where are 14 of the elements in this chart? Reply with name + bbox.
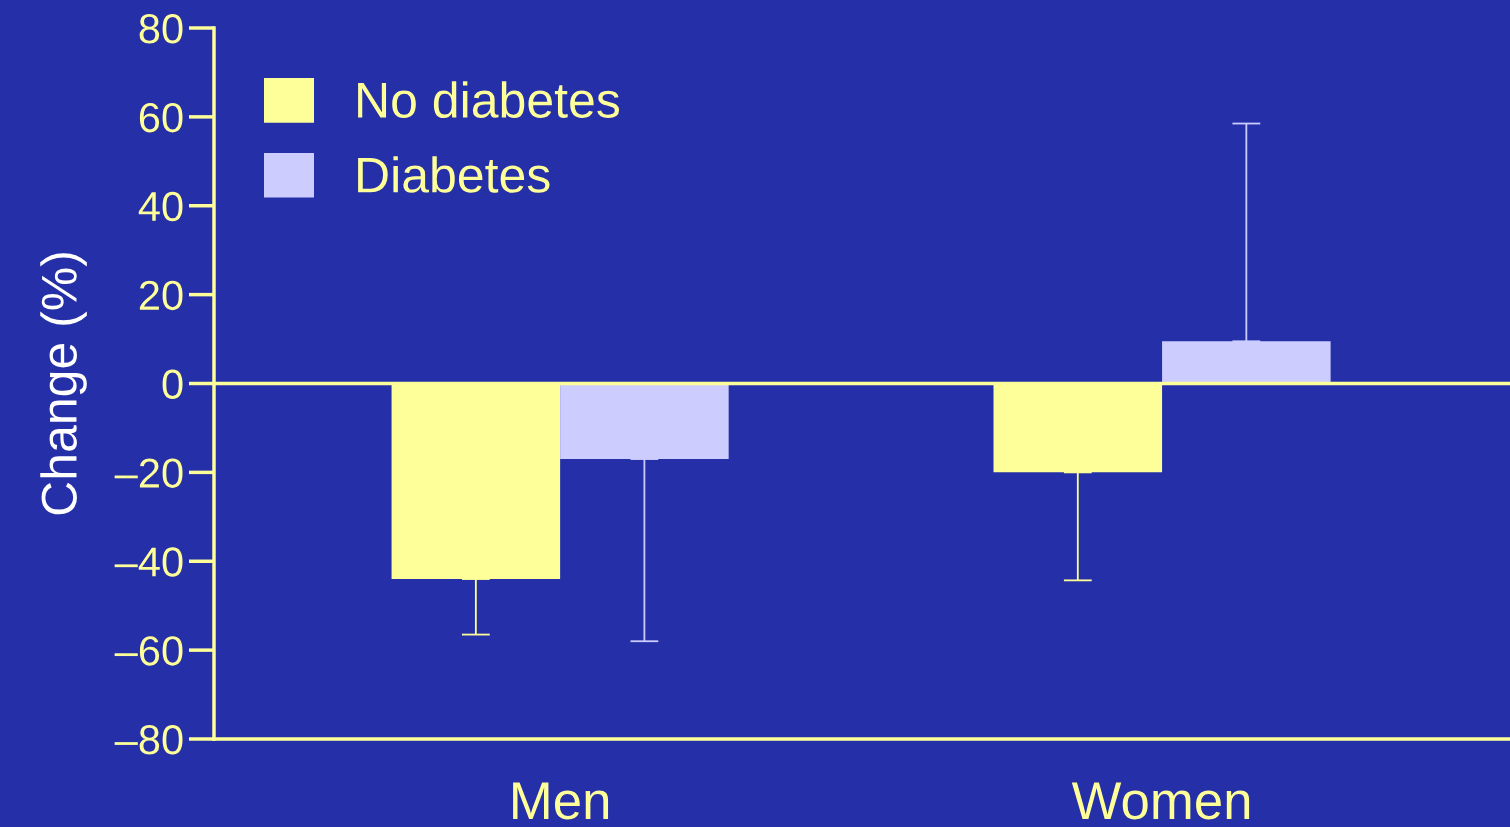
x-tick-label: Women — [1071, 782, 1250, 820]
legend-label: Diabetes — [358, 156, 550, 193]
y-tick-label: –20 — [114, 458, 183, 488]
x-tick-label: Men — [513, 782, 609, 820]
y-tick-label: –80 — [114, 725, 183, 755]
y-tick-label: 40 — [138, 191, 183, 222]
y-tick-label: –60 — [114, 636, 183, 666]
y-tick-label: 0 — [162, 369, 183, 400]
y-axis-title: Change (%) — [40, 253, 87, 515]
y-tick-label: 80 — [139, 14, 183, 44]
legend-label: No diabetes — [358, 81, 620, 118]
y-tick-label: 20 — [139, 280, 183, 311]
y-tick-label: –40 — [114, 547, 183, 577]
y-tick-label: 60 — [139, 102, 183, 133]
